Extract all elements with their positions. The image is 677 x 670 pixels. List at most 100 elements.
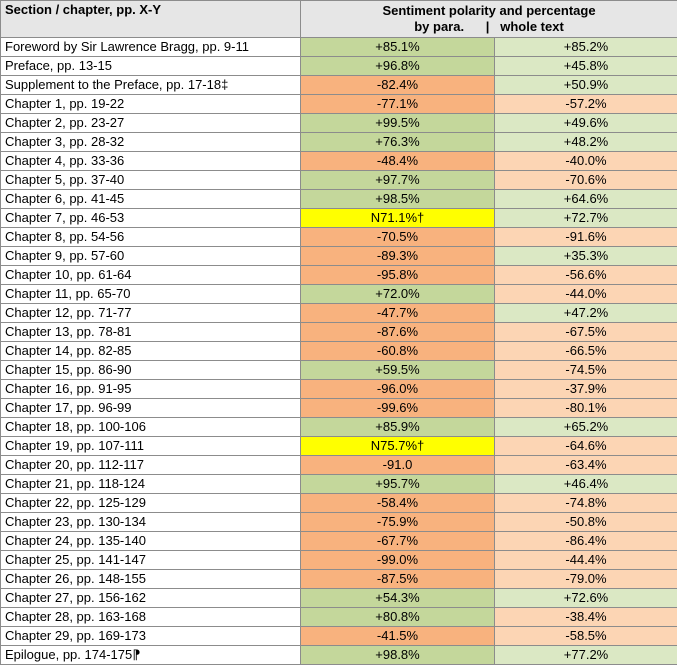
by-para-value: +80.8% [300, 607, 495, 627]
by-para-value: +59.5% [300, 360, 495, 380]
whole-text-value: -40.0% [493, 151, 677, 171]
by-para-value: +85.1% [300, 37, 495, 57]
table-row: Chapter 4, pp. 33-36 -48.4% -40.0% [0, 151, 677, 171]
by-para-value: -87.6% [300, 322, 495, 342]
section-label: Chapter 15, pp. 86-90 [0, 360, 301, 380]
section-label: Chapter 17, pp. 96-99 [0, 398, 301, 418]
table-row: Chapter 1, pp. 19-22 -77.1% -57.2% [0, 94, 677, 114]
table-row: Chapter 11, pp. 65-70 +72.0% -44.0% [0, 284, 677, 304]
section-header: Section / chapter, pp. X-Y [0, 0, 301, 38]
whole-text-value: -74.5% [493, 360, 677, 380]
table-row: Chapter 19, pp. 107-111 N75.7%† -64.6% [0, 436, 677, 456]
section-label: Chapter 26, pp. 148-155 [0, 569, 301, 589]
by-para-value: +99.5% [300, 113, 495, 133]
whole-text-value: +46.4% [493, 474, 677, 494]
by-para-value: -89.3% [300, 246, 495, 266]
whole-text-value: +48.2% [493, 132, 677, 152]
whole-text-value: +64.6% [493, 189, 677, 209]
table-body: Foreword by Sir Lawrence Bragg, pp. 9-11… [0, 37, 677, 665]
whole-text-value: +50.9% [493, 75, 677, 95]
table-row: Chapter 22, pp. 125-129 -58.4% -74.8% [0, 493, 677, 513]
section-label: Chapter 29, pp. 169-173 [0, 626, 301, 646]
section-label: Chapter 11, pp. 65-70 [0, 284, 301, 304]
by-para-value: +98.8% [300, 645, 495, 665]
by-para-value: +54.3% [300, 588, 495, 608]
by-para-value: -75.9% [300, 512, 495, 532]
table-row: Chapter 12, pp. 71-77 -47.7% +47.2% [0, 303, 677, 323]
section-label: Supplement to the Preface, pp. 17-18‡ [0, 75, 301, 95]
by-para-value: -95.8% [300, 265, 495, 285]
whole-text-value: +49.6% [493, 113, 677, 133]
table-row: Chapter 23, pp. 130-134 -75.9% -50.8% [0, 512, 677, 532]
table-row: Chapter 9, pp. 57-60 -89.3% +35.3% [0, 246, 677, 266]
section-label: Chapter 3, pp. 28-32 [0, 132, 301, 152]
by-para-value: -70.5% [300, 227, 495, 247]
table-row: Chapter 17, pp. 96-99 -99.6% -80.1% [0, 398, 677, 418]
whole-text-value: -38.4% [493, 607, 677, 627]
section-label: Chapter 16, pp. 91-95 [0, 379, 301, 399]
header-row: Section / chapter, pp. X-Y Sentiment pol… [0, 0, 677, 38]
whole-text-value: +72.7% [493, 208, 677, 228]
table-row: Chapter 28, pp. 163-168 +80.8% -38.4% [0, 607, 677, 627]
section-label: Chapter 24, pp. 135-140 [0, 531, 301, 551]
whole-text-value: +72.6% [493, 588, 677, 608]
section-label: Chapter 21, pp. 118-124 [0, 474, 301, 494]
whole-text-value: -66.5% [493, 341, 677, 361]
table-row: Chapter 5, pp. 37-40 +97.7% -70.6% [0, 170, 677, 190]
whole-text-value: -58.5% [493, 626, 677, 646]
by-para-value: +98.5% [300, 189, 495, 209]
by-para-value: -87.5% [300, 569, 495, 589]
section-label: Foreword by Sir Lawrence Bragg, pp. 9-11 [0, 37, 301, 57]
section-label: Chapter 13, pp. 78-81 [0, 322, 301, 342]
section-label: Chapter 8, pp. 54-56 [0, 227, 301, 247]
section-label: Chapter 7, pp. 46-53 [0, 208, 301, 228]
table-row: Chapter 15, pp. 86-90 +59.5% -74.5% [0, 360, 677, 380]
whole-text-value: -79.0% [493, 569, 677, 589]
section-label: Chapter 18, pp. 100-106 [0, 417, 301, 437]
section-label: Chapter 10, pp. 61-64 [0, 265, 301, 285]
section-label: Chapter 19, pp. 107-111 [0, 436, 301, 456]
whole-text-value: +85.2% [493, 37, 677, 57]
section-label: Chapter 4, pp. 33-36 [0, 151, 301, 171]
table-row: Chapter 2, pp. 23-27 +99.5% +49.6% [0, 113, 677, 133]
section-label: Chapter 2, pp. 23-27 [0, 113, 301, 133]
sentiment-header: Sentiment polarity and percentage by par… [299, 0, 677, 38]
by-para-value: -82.4% [300, 75, 495, 95]
whole-text-value: -64.6% [493, 436, 677, 456]
sentiment-header-title: Sentiment polarity and percentage [382, 3, 596, 18]
whole-text-value: +35.3% [493, 246, 677, 266]
section-label: Chapter 22, pp. 125-129 [0, 493, 301, 513]
section-label: Chapter 23, pp. 130-134 [0, 512, 301, 532]
by-para-value: +76.3% [300, 132, 495, 152]
table-row: Chapter 7, pp. 46-53 N71.1%† +72.7% [0, 208, 677, 228]
by-para-value: N71.1%† [300, 208, 495, 228]
by-para-value: -91.0 [300, 455, 495, 475]
by-para-value: -41.5% [300, 626, 495, 646]
by-para-value: N75.7%† [300, 436, 495, 456]
section-label: Chapter 9, pp. 57-60 [0, 246, 301, 266]
whole-text-value: -86.4% [493, 531, 677, 551]
section-label: Chapter 20, pp. 112-117 [0, 455, 301, 475]
section-label: Chapter 6, pp. 41-45 [0, 189, 301, 209]
table-row: Chapter 13, pp. 78-81 -87.6% -67.5% [0, 322, 677, 342]
table-row: Chapter 25, pp. 141-147 -99.0% -44.4% [0, 550, 677, 570]
table-row: Foreword by Sir Lawrence Bragg, pp. 9-11… [0, 37, 677, 57]
table-row: Chapter 26, pp. 148-155 -87.5% -79.0% [0, 569, 677, 589]
section-label: Epilogue, pp. 174-175⁋ [0, 645, 301, 665]
table-row: Chapter 18, pp. 100-106 +85.9% +65.2% [0, 417, 677, 437]
section-label: Chapter 28, pp. 163-168 [0, 607, 301, 627]
whole-text-value: -44.0% [493, 284, 677, 304]
by-para-value: -47.7% [300, 303, 495, 323]
table-row: Preface, pp. 13-15 +96.8% +45.8% [0, 56, 677, 76]
whole-text-value: -37.9% [493, 379, 677, 399]
section-label: Chapter 27, pp. 156-162 [0, 588, 301, 608]
section-label: Preface, pp. 13-15 [0, 56, 301, 76]
table-row: Chapter 27, pp. 156-162 +54.3% +72.6% [0, 588, 677, 608]
whole-text-value: -57.2% [493, 94, 677, 114]
table-row: Chapter 24, pp. 135-140 -67.7% -86.4% [0, 531, 677, 551]
whole-text-value: -91.6% [493, 227, 677, 247]
table-row: Chapter 8, pp. 54-56 -70.5% -91.6% [0, 227, 677, 247]
sentiment-subheader: by para. | whole text [414, 19, 564, 34]
by-para-value: +97.7% [300, 170, 495, 190]
table-row: Epilogue, pp. 174-175⁋ +98.8% +77.2% [0, 645, 677, 665]
